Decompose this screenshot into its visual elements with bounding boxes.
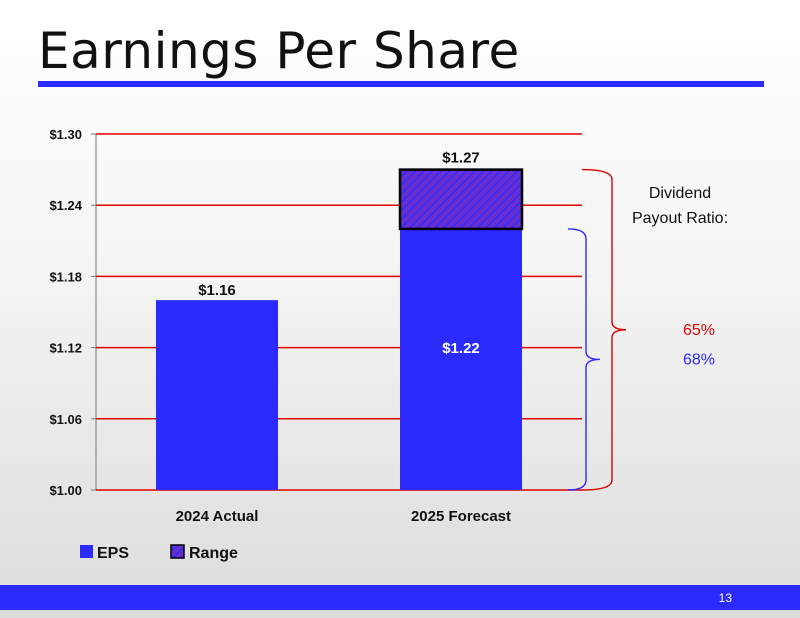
eps-bar	[400, 228, 522, 490]
slide-title: Earnings Per Share	[38, 22, 520, 80]
footer-bar	[0, 585, 800, 610]
range-bar	[398, 168, 524, 231]
y-tick-label: $1.30	[49, 127, 82, 142]
legend-label-eps: EPS	[97, 545, 129, 562]
payout-ratio-high: 65%	[683, 322, 715, 339]
payout-brace-low	[567, 228, 601, 491]
payout-heading-line1: Dividend	[649, 185, 711, 202]
legend-swatch-range	[170, 544, 185, 559]
eps-data-label: $1.22	[442, 340, 480, 357]
y-tick-label: $1.00	[49, 483, 82, 498]
eps-bar-chart: $1.00 $1.06 $1.12 $1.18 $1.24 $1.30 $1.16 $1.2…	[49, 127, 728, 562]
page-number: 13	[718, 591, 732, 605]
title-underline	[38, 81, 764, 87]
y-tick-label: $1.24	[49, 198, 82, 213]
y-tick-label: $1.18	[49, 269, 82, 284]
eps-data-label: $1.16	[198, 282, 236, 299]
x-category-label: 2024 Actual	[176, 508, 259, 525]
payout-ratio-low: 68%	[683, 351, 715, 368]
legend-label-range: Range	[189, 545, 238, 562]
range-data-label: $1.27	[442, 150, 480, 167]
payout-brace-high	[581, 168, 627, 491]
y-tick-label: $1.12	[49, 341, 82, 356]
y-tick-label: $1.06	[49, 412, 82, 427]
eps-bar	[156, 300, 278, 490]
payout-heading-line2: Payout Ratio:	[632, 210, 728, 227]
x-category-label: 2025 Forecast	[411, 508, 511, 525]
legend-swatch-eps	[80, 545, 93, 558]
